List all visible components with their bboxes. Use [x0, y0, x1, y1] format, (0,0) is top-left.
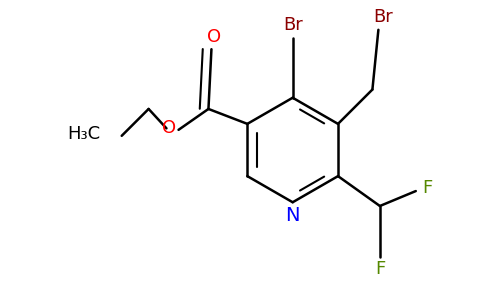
Text: Br: Br — [373, 8, 393, 26]
Text: F: F — [423, 179, 433, 197]
Text: N: N — [286, 206, 300, 225]
Text: Br: Br — [283, 16, 302, 34]
Text: H₃C: H₃C — [67, 125, 100, 143]
Text: F: F — [375, 260, 385, 278]
Text: O: O — [207, 28, 221, 46]
Text: O: O — [162, 119, 176, 137]
